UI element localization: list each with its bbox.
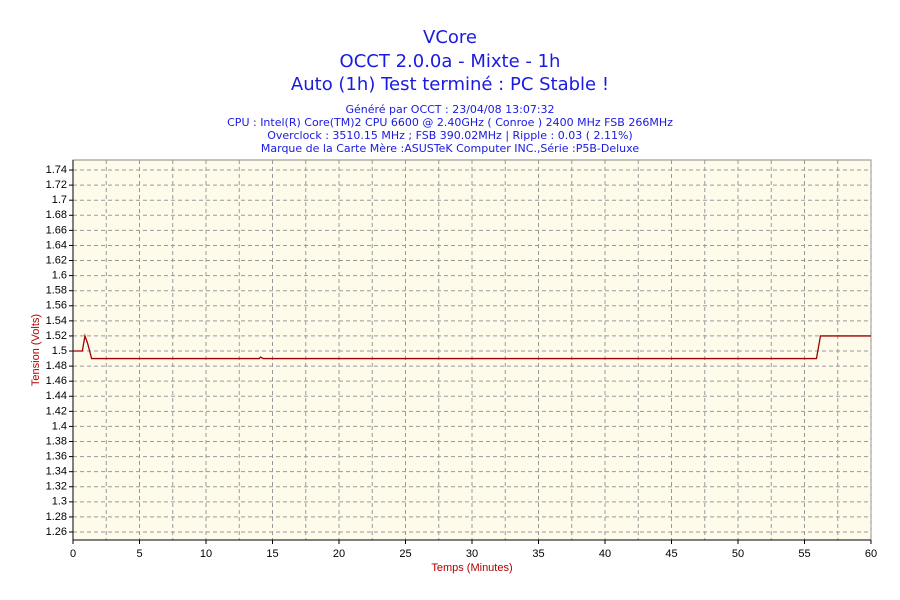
data-line <box>73 333 871 360</box>
y-tick-label: 1.34 <box>46 466 67 478</box>
y-tick-label: 1.7 <box>52 194 67 206</box>
y-tick-label: 1.58 <box>46 285 67 297</box>
y-tick-label: 1.56 <box>46 300 67 312</box>
y-tick-label: 1.52 <box>46 330 67 342</box>
subtitle: OCCT 2.0.0a - Mixte - 1h <box>340 51 561 72</box>
y-tick-label: 1.3 <box>52 496 67 508</box>
y-tick-label: 1.64 <box>46 239 67 251</box>
x-tick-label: 35 <box>532 548 544 560</box>
x-tick-label: 30 <box>466 548 478 560</box>
x-tick-label: 60 <box>865 548 877 560</box>
y-tick-label: 1.5 <box>52 345 67 357</box>
y-tick-label: 1.42 <box>46 405 67 417</box>
info-line: Généré par OCCT : 23/04/08 13:07:32 <box>345 103 554 116</box>
x-tick-label: 0 <box>70 548 76 560</box>
y-tick-label: 1.54 <box>46 315 67 327</box>
y-tick-label: 1.48 <box>46 360 67 372</box>
y-tick-label: 1.28 <box>46 511 67 523</box>
y-tick-label: 1.74 <box>46 164 67 176</box>
y-tick-label: 1.44 <box>46 390 67 402</box>
subtitle: Auto (1h) Test terminé : PC Stable ! <box>291 74 609 95</box>
y-tick-label: 1.36 <box>46 451 67 463</box>
x-tick-label: 5 <box>136 548 142 560</box>
y-tick-label: 1.62 <box>46 254 67 266</box>
info-line: Overclock : 3510.15 MHz ; FSB 390.02MHz … <box>267 129 632 142</box>
x-tick-label: 45 <box>665 548 677 560</box>
y-axis-label: Tension (Volts) <box>30 314 42 386</box>
info-line: CPU : Intel(R) Core(TM)2 CPU 6600 @ 2.40… <box>227 116 673 129</box>
x-axis-label: Temps (Minutes) <box>431 562 512 574</box>
y-tick-label: 1.32 <box>46 481 67 493</box>
chart-title: VCore <box>423 27 477 48</box>
x-tick-label: 25 <box>399 548 411 560</box>
y-tick-label: 1.68 <box>46 209 67 221</box>
y-tick-label: 1.66 <box>46 224 67 236</box>
x-tick-label: 50 <box>732 548 744 560</box>
x-tick-label: 20 <box>333 548 345 560</box>
y-tick-label: 1.4 <box>52 420 67 432</box>
y-tick-label: 1.72 <box>46 179 67 191</box>
y-tick-label: 1.6 <box>52 270 67 282</box>
y-tick-label: 1.26 <box>46 526 67 538</box>
info-line: Marque de la Carte Mère :ASUSTeK Compute… <box>261 142 639 155</box>
y-tick-label: 1.38 <box>46 435 67 447</box>
x-tick-label: 40 <box>599 548 611 560</box>
x-tick-label: 10 <box>200 548 212 560</box>
x-tick-label: 15 <box>266 548 278 560</box>
y-tick-label: 1.46 <box>46 375 67 387</box>
x-tick-label: 55 <box>798 548 810 560</box>
